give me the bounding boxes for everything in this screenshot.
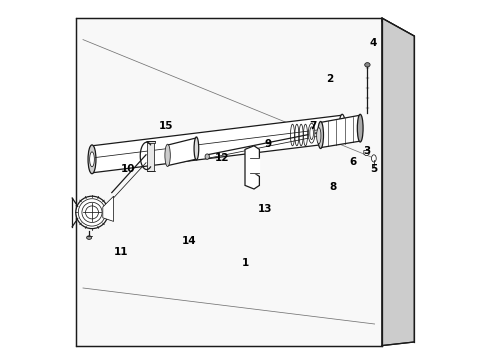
Polygon shape [92, 115, 342, 173]
Text: 7: 7 [310, 121, 317, 131]
Text: 2: 2 [326, 74, 333, 84]
Text: 8: 8 [330, 182, 337, 192]
Ellipse shape [205, 154, 209, 159]
Text: 6: 6 [349, 157, 357, 167]
Text: 3: 3 [364, 146, 371, 156]
Ellipse shape [87, 236, 92, 239]
Text: 10: 10 [121, 164, 135, 174]
Text: 15: 15 [159, 121, 173, 131]
Text: 4: 4 [369, 38, 376, 48]
Ellipse shape [365, 63, 370, 67]
Polygon shape [146, 141, 155, 143]
Text: 1: 1 [242, 258, 248, 268]
Polygon shape [320, 115, 360, 148]
Text: 9: 9 [265, 139, 272, 149]
Ellipse shape [339, 114, 345, 143]
Ellipse shape [317, 128, 321, 144]
Ellipse shape [194, 137, 199, 160]
Text: 5: 5 [370, 164, 377, 174]
Polygon shape [168, 138, 196, 166]
Polygon shape [250, 158, 259, 173]
Text: 13: 13 [258, 204, 272, 214]
Text: 14: 14 [182, 236, 196, 246]
Text: 11: 11 [114, 247, 128, 257]
Polygon shape [103, 196, 114, 221]
Ellipse shape [371, 155, 376, 162]
Ellipse shape [90, 152, 95, 167]
Polygon shape [382, 18, 414, 346]
Ellipse shape [165, 144, 171, 166]
Polygon shape [245, 146, 259, 189]
Polygon shape [364, 150, 369, 156]
Text: 12: 12 [214, 153, 229, 163]
Ellipse shape [357, 114, 363, 142]
Ellipse shape [308, 123, 315, 143]
Polygon shape [76, 18, 382, 346]
Ellipse shape [88, 145, 96, 174]
Ellipse shape [310, 127, 314, 139]
Polygon shape [147, 141, 154, 171]
Polygon shape [382, 18, 414, 40]
Ellipse shape [76, 196, 108, 229]
Ellipse shape [318, 122, 323, 148]
